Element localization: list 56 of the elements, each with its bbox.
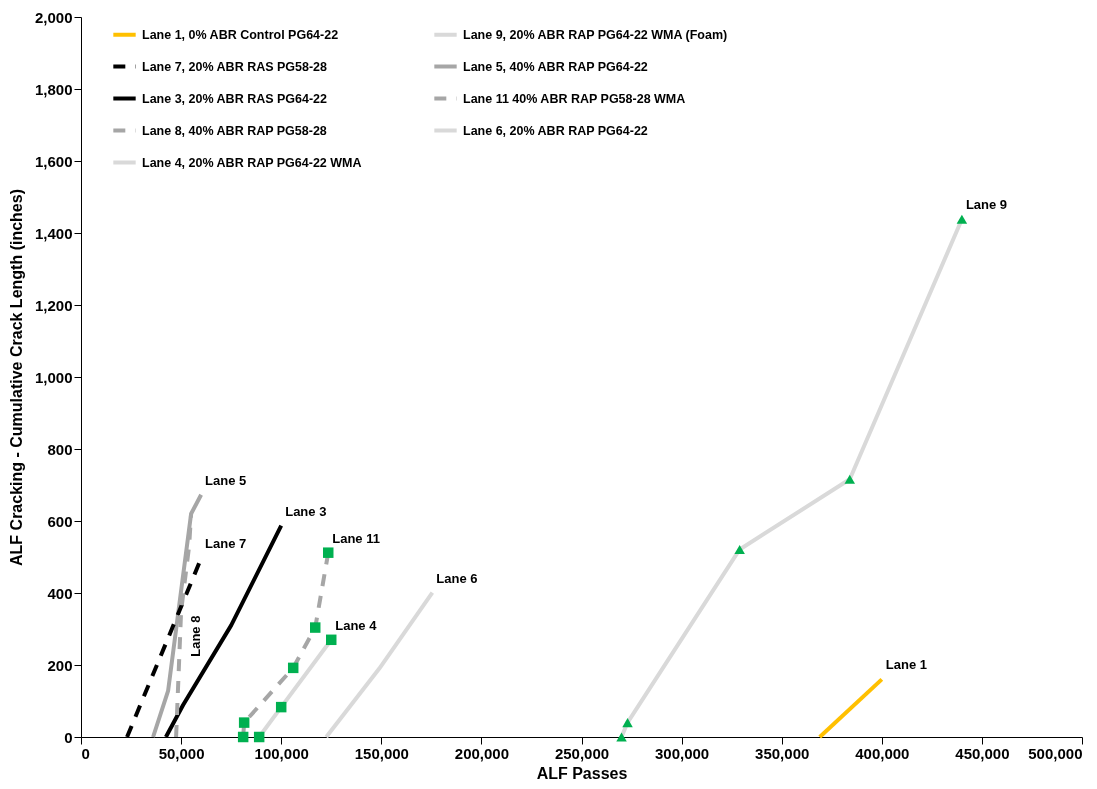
legend-label: Lane 4, 20% ABR RAP PG64-22 WMA xyxy=(142,155,362,170)
point xyxy=(323,547,334,558)
legend-label: Lane 11 40% ABR RAP PG58-28 WMA xyxy=(463,91,686,106)
annotation: Lane 3 xyxy=(285,503,327,519)
y-tick-label: 200 xyxy=(47,656,73,674)
annotation: Lane 5 xyxy=(205,472,247,488)
y-tick-label: 600 xyxy=(47,512,73,530)
x-tick-label: 100,000 xyxy=(254,744,309,762)
y-tick-label: 2,000 xyxy=(34,8,73,26)
x-tick-label: 0 xyxy=(81,744,90,762)
point xyxy=(622,718,633,728)
point xyxy=(287,662,299,674)
point xyxy=(956,214,968,224)
line-series xyxy=(151,492,204,739)
y-tick-label: 1,200 xyxy=(34,296,73,314)
point xyxy=(616,732,627,742)
y-tick-label: 1,600 xyxy=(34,152,73,170)
point xyxy=(238,717,250,728)
annotation: Lane 7 xyxy=(205,536,247,552)
annotation: Lane 1 xyxy=(885,657,927,673)
x-tick-label: 250,000 xyxy=(554,744,610,762)
legend-label: Lane 6, 20% ABR RAP PG64-22 xyxy=(463,123,648,138)
point xyxy=(253,731,265,743)
y-axis-title: ALF Cracking - Cumulative Crack Length (inches) xyxy=(7,189,25,566)
annotation: Lane 6 xyxy=(436,570,478,586)
point xyxy=(326,634,337,646)
x-tick-label: 350,000 xyxy=(755,744,810,762)
y-tick-label: 1,400 xyxy=(34,224,73,242)
annotation: Lane 8 xyxy=(188,615,204,657)
point xyxy=(275,701,287,713)
x-tick-label: 50,000 xyxy=(158,744,205,762)
legend-label: Lane 7, 20% ABR RAS PG58-28 xyxy=(142,59,328,74)
legend-label: Lane 5, 40% ABR RAP PG64-22 xyxy=(463,59,648,74)
y-tick-label: 800 xyxy=(47,440,73,458)
annotation: Lane 11 xyxy=(332,530,380,546)
x-axis-title: ALF Passes xyxy=(536,764,628,782)
x-tick-label: 450,000 xyxy=(955,744,1010,762)
x-tick-label: 400,000 xyxy=(855,744,910,762)
y-tick-label: 0 xyxy=(64,728,73,746)
y-tick-label: 1,800 xyxy=(34,80,73,98)
legend-label: Lane 8, 40% ABR RAP PG58-28 xyxy=(142,123,327,138)
x-tick-label: 500,000 xyxy=(1028,744,1083,762)
x-tick-label: 300,000 xyxy=(654,744,710,762)
y-tick-label: 400 xyxy=(47,584,73,602)
point xyxy=(734,544,745,554)
point xyxy=(844,474,856,484)
point xyxy=(309,622,321,633)
x-tick-label: 200,000 xyxy=(454,744,510,762)
legend-label: Lane 1, 0% ABR Control PG64-22 xyxy=(142,27,339,42)
legend-label: Lane 9, 20% ABR RAP PG64-22 WMA (Foam) xyxy=(463,27,728,42)
x-tick-label: 150,000 xyxy=(354,744,409,762)
annotation: Lane 4 xyxy=(335,617,378,633)
y-tick-label: 1,000 xyxy=(34,368,73,386)
annotation: Lane 9 xyxy=(965,197,1008,213)
legend-label: Lane 3, 20% ABR RAS PG64-22 xyxy=(142,91,328,106)
point xyxy=(237,731,249,743)
